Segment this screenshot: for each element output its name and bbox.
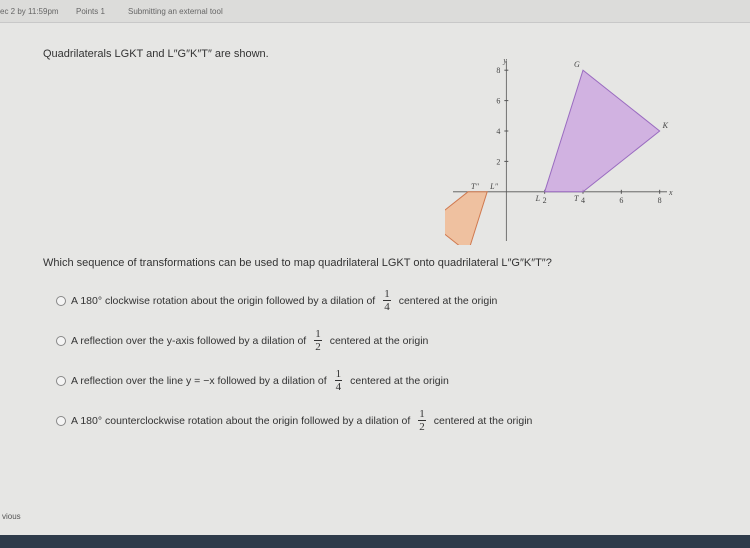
radio-button[interactable] [56,415,66,426]
option-text: A 180° clockwise rotation about the orig… [71,294,376,307]
quadrilateral [445,191,488,245]
taskbar [0,535,750,548]
vertex-label: G [574,60,580,69]
option-text: A reflection over the y-axis followed by… [71,334,307,347]
x-tick-label: 4 [581,196,585,205]
points: Points 1 [76,7,105,16]
vertex-label: T″ [471,182,479,191]
option-text: centered at the origin [433,414,533,427]
option-text: A reflection over the line y = −x follow… [71,374,327,387]
denominator: 4 [384,301,390,313]
y-tick-label: 6 [496,97,500,106]
answer-option[interactable]: A 180° counterclockwise rotation about t… [56,408,532,433]
option-text: centered at the origin [398,294,498,307]
vertex-label: T [574,194,579,203]
question-prompt: Which sequence of transformations can be… [43,257,552,269]
radio-button[interactable] [56,375,66,386]
option-text: centered at the origin [350,374,449,387]
radio-button[interactable] [56,335,66,346]
numerator: 1 [334,368,343,381]
question-intro: Quadrilaterals LGKT and L″G″K″T″ are sho… [43,48,269,60]
x-tick-label: 8 [658,196,662,205]
y-tick-label: 2 [496,157,500,166]
y-tick-label: 4 [496,127,500,136]
x-tick-label: 6 [619,196,623,205]
radio-button[interactable] [56,295,66,306]
numerator: 1 [383,288,391,301]
numerator: 1 [418,408,426,421]
x-axis-label: x [668,188,673,197]
denominator: 4 [335,381,342,393]
option-text: A 180° counterclockwise rotation about t… [71,414,411,427]
numerator: 1 [314,328,322,341]
denominator: 2 [419,421,425,433]
denominator: 2 [315,341,321,353]
vertex-label: L″ [489,182,498,191]
submission-note: Submitting an external tool [128,7,223,16]
option-text: centered at the origin [329,334,429,347]
x-tick-label: 2 [543,196,547,205]
vertex-label: L [535,194,541,203]
vertex-label: K [662,121,669,130]
header: ec 2 by 11:59pm Points 1 Submitting an e… [0,0,750,23]
y-tick-label: 8 [496,66,500,75]
answer-option[interactable]: A reflection over the y-axis followed by… [56,328,428,353]
answer-option[interactable]: A 180° clockwise rotation about the orig… [56,288,497,313]
previous-link[interactable]: vious [2,512,21,521]
quadrilateral [543,69,661,193]
due-date: ec 2 by 11:59pm [0,7,59,16]
y-axis-label: y [502,56,507,65]
answer-option[interactable]: A reflection over the line y = −x follow… [56,368,449,393]
